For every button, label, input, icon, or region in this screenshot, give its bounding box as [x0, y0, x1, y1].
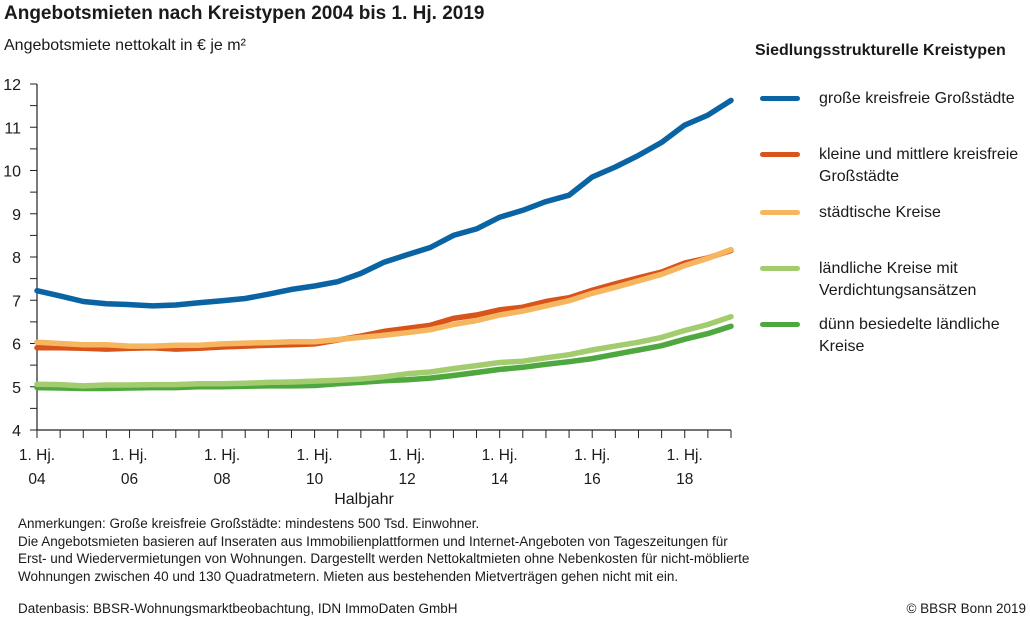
footnote-line: Die Angebotsmieten basieren auf Inserate…: [18, 533, 728, 549]
footnote-line: Erst- und Wiedervermietungen von Wohnung…: [18, 551, 750, 566]
series-line-2: [34, 246, 734, 349]
y-tick-label: 12: [3, 77, 21, 94]
legend-item-kleine-mittlere-grossstaedte: kleine und mittlere kreisfreie Großstädt…: [760, 144, 1030, 188]
x-tick-label: 1. Hj.: [574, 447, 610, 464]
legend-item-laendliche-kreise-verdichtung: ländliche Kreise mit Verdichtungsansätze…: [760, 258, 1030, 302]
x-tick-label: 1. Hj.: [389, 447, 425, 464]
legend-swatch-light-orange: [760, 210, 800, 215]
x-tick-label: 14: [491, 471, 509, 488]
axes: 4 5 6 7 8 9 10 11 12 1. Hj. 04 1. Hj. 06 1. Hj. 08 1. H…: [3, 77, 732, 488]
series-line-3: [34, 313, 734, 389]
legend-title: Siedlungsstrukturelle Kreistypen: [755, 42, 1006, 59]
copyright: © BBSR Bonn 2019: [906, 601, 1026, 616]
x-tick-label: 04: [28, 471, 46, 488]
x-tick-label: 1. Hj.: [482, 447, 518, 464]
x-tick-label: 1. Hj.: [297, 447, 333, 464]
data-source: Datenbasis: BBSR-Wohnungsmarktbeobachtun…: [18, 601, 458, 616]
y-axis-label: Angebotsmiete nettokalt in € je m²: [4, 37, 246, 54]
x-tick-label: 18: [676, 471, 693, 488]
y-tick-label: 7: [12, 293, 21, 310]
footnote-line: Wohnungen zwischen 40 und 130 Quadratmet…: [18, 568, 679, 584]
x-tick-label: 16: [584, 471, 601, 488]
footnotes: Anmerkungen: Große kreisfreie Großstädte…: [18, 515, 749, 585]
legend-label: große kreisfreie Großstädte: [819, 90, 1015, 107]
footnote-line: Anmerkungen: Große kreisfreie Großstädte…: [18, 516, 480, 531]
legend-label: ländliche Kreise mit Verdichtungsansätze…: [819, 260, 977, 299]
series-lines: [34, 97, 734, 392]
legend-label: kleine und mittlere kreisfreie Großstädt…: [819, 146, 1019, 185]
x-tick-label: 1. Hj.: [204, 447, 240, 464]
y-tick-label: 5: [12, 380, 21, 397]
chart-title: Angebotsmieten nach Kreistypen 2004 bis …: [4, 3, 485, 24]
y-tick-label: 10: [3, 164, 21, 181]
x-tick-label: 1. Hj.: [667, 447, 703, 464]
y-tick-label: 9: [12, 207, 21, 224]
x-tick-label: 08: [213, 471, 230, 488]
y-tick-label: 8: [12, 250, 21, 267]
legend-swatch-blue: [760, 96, 800, 101]
legend-swatch-green: [760, 322, 800, 327]
legend-item-duenn-besiedelte-kreise: dünn besiedelte ländliche Kreise: [760, 314, 1030, 358]
series-line-4: [34, 323, 734, 392]
y-tick-label: 6: [12, 337, 21, 354]
y-tick-label: 4: [12, 423, 21, 440]
x-tick-label: 1. Hj.: [19, 447, 55, 464]
x-tick-label: 10: [306, 471, 324, 488]
legend-item-staedtische-kreise: städtische Kreise: [760, 202, 1030, 224]
legend-label: dünn besiedelte ländliche Kreise: [819, 316, 1000, 355]
x-tick-label: 12: [399, 471, 416, 488]
series-line-0: [34, 97, 734, 309]
legend-label: städtische Kreise: [819, 204, 941, 221]
legend-item-grosse-grossstaedte: große kreisfreie Großstädte: [760, 88, 1030, 110]
y-tick-label: 11: [4, 120, 21, 137]
line-chart: 4 5 6 7 8 9 10 11 12 1. Hj. 04 1. Hj. 06 1. Hj. 08 1. H…: [3, 77, 734, 508]
x-tick-label: 06: [121, 471, 138, 488]
x-axis-label: Halbjahr: [334, 491, 394, 508]
legend-swatch-light-green: [760, 266, 800, 271]
x-tick-label: 1. Hj.: [111, 447, 147, 464]
legend-swatch-orange: [760, 152, 800, 157]
